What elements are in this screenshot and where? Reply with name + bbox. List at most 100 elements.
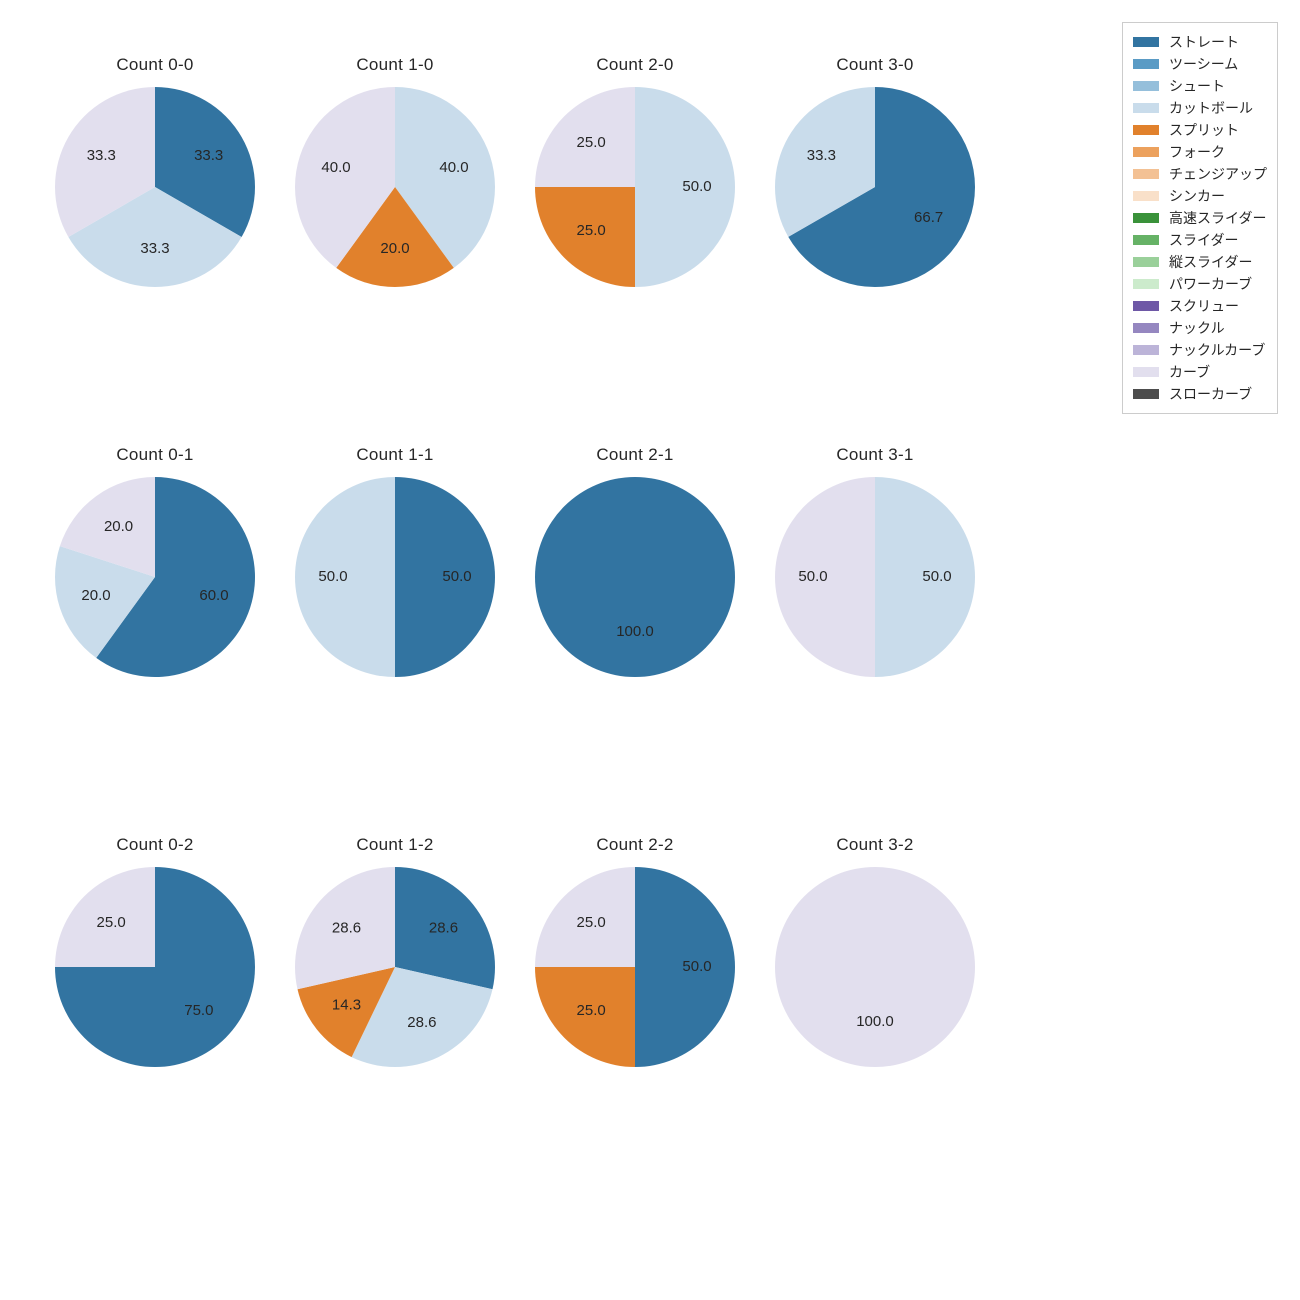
legend-label: 縦スライダー — [1169, 252, 1252, 272]
legend-swatch — [1133, 389, 1159, 399]
legend-item: シンカー — [1133, 185, 1267, 207]
legend-swatch — [1133, 323, 1159, 333]
legend-label: パワーカーブ — [1169, 274, 1252, 294]
legend-item: フォーク — [1133, 141, 1267, 163]
pie-chart: 33.3 33.3 33.3 — [55, 87, 255, 287]
legend-swatch — [1133, 235, 1159, 245]
legend-item: カットボール — [1133, 97, 1267, 119]
legend-label: シンカー — [1169, 186, 1225, 206]
legend-swatch — [1133, 81, 1159, 91]
panel-title: Count 1-0 — [275, 55, 515, 75]
panel-title: Count 1-2 — [275, 835, 515, 855]
legend-item: パワーカーブ — [1133, 273, 1267, 295]
pie-slice-label: 50.0 — [922, 568, 951, 585]
legend: ストレート ツーシーム シュート カットボール スプリット フォーク チェンジア… — [1122, 22, 1278, 414]
pie-slice-label: 40.0 — [439, 159, 468, 176]
legend-item: スプリット — [1133, 119, 1267, 141]
pie-slice-label: 100.0 — [856, 1013, 894, 1030]
pie-slice-label: 28.6 — [407, 1014, 436, 1031]
pie-panel: Count 1-2 28.6 28.6 14.3 28.6 — [275, 835, 515, 1067]
panel-title: Count 0-0 — [35, 55, 275, 75]
legend-label: ストレート — [1169, 32, 1239, 52]
panel-title: Count 2-2 — [515, 835, 755, 855]
legend-item: 高速スライダー — [1133, 207, 1267, 229]
pie-slice-label: 33.3 — [87, 147, 116, 164]
pie-slice-label: 50.0 — [442, 568, 471, 585]
pie-panel: Count 2-0 50.0 25.0 25.0 — [515, 55, 755, 287]
legend-label: シュート — [1169, 76, 1225, 96]
pie-chart: 75.025.0 — [55, 867, 255, 1067]
pie-slice-label: 25.0 — [577, 134, 606, 151]
legend-swatch — [1133, 345, 1159, 355]
pie-chart: 66.733.3 — [775, 87, 975, 287]
pie-chart: 50.025.025.0 — [535, 867, 735, 1067]
pie-slice-label: 28.6 — [332, 919, 361, 936]
pie-slice-label: 60.0 — [199, 587, 228, 604]
panel-title: Count 0-1 — [35, 445, 275, 465]
legend-swatch — [1133, 125, 1159, 135]
pie-chart: 50.0 25.0 25.0 — [535, 87, 735, 287]
pie-chart: 50.0 50.0 — [775, 477, 975, 677]
pie-slice-label: 33.3 — [807, 147, 836, 164]
pie-slice — [775, 867, 975, 1067]
pie-slice-label: 25.0 — [97, 914, 126, 931]
legend-label: スローカーブ — [1169, 384, 1252, 404]
legend-item: シュート — [1133, 75, 1267, 97]
pie-panel: Count 3-1 50.050.0 — [755, 445, 995, 677]
legend-swatch — [1133, 367, 1159, 377]
legend-item: スクリュー — [1133, 295, 1267, 317]
pie-slice-label: 100.0 — [616, 623, 654, 640]
legend-label: カーブ — [1169, 362, 1210, 382]
legend-swatch — [1133, 147, 1159, 157]
pie-slice-label: 50.0 — [798, 568, 827, 585]
legend-item: ツーシーム — [1133, 53, 1267, 75]
pie-panel: Count 0-0 33.3 33.3 33.3 — [35, 55, 275, 287]
legend-item: ナックル — [1133, 317, 1267, 339]
pie-slice-label: 25.0 — [577, 914, 606, 931]
pie-chart: 100.0 — [775, 867, 975, 1067]
panel-title: Count 3-0 — [755, 55, 995, 75]
pie-slice-label: 33.3 — [194, 147, 223, 164]
panel-title: Count 2-1 — [515, 445, 755, 465]
chart-stage: Count 0-0 33.333.333.3 Count 1-0 40.020.… — [0, 0, 1300, 1300]
legend-item: ナックルカーブ — [1133, 339, 1267, 361]
pie-slice-label: 20.0 — [104, 518, 133, 535]
pie-panel: Count 3-0 66.733.3 — [755, 55, 995, 287]
panel-title: Count 0-2 — [35, 835, 275, 855]
pie-chart: 28.6 28.6 14.3 28.6 — [295, 867, 495, 1067]
legend-swatch — [1133, 59, 1159, 69]
pie-slice-label: 40.0 — [321, 159, 350, 176]
pie-chart: 40.020.040.0 — [295, 87, 495, 287]
pie-panel: Count 2-2 50.025.025.0 — [515, 835, 755, 1067]
legend-label: スクリュー — [1169, 296, 1239, 316]
legend-item: ストレート — [1133, 31, 1267, 53]
pie-slice — [535, 477, 735, 677]
pie-panel: Count 3-2 100.0 — [755, 835, 995, 1067]
pie-chart: 50.0 50.0 — [295, 477, 495, 677]
legend-label: ナックル — [1169, 318, 1225, 338]
pie-slice-label: 20.0 — [81, 587, 110, 604]
pie-panel: Count 0-1 60.0 20.0 20.0 — [35, 445, 275, 677]
panel-title: Count 1-1 — [275, 445, 515, 465]
panel-title: Count 3-2 — [755, 835, 995, 855]
pie-chart: 60.0 20.0 20.0 — [55, 477, 255, 677]
pie-slice-label: 50.0 — [682, 958, 711, 975]
legend-swatch — [1133, 301, 1159, 311]
legend-swatch — [1133, 191, 1159, 201]
legend-label: スプリット — [1169, 120, 1239, 140]
legend-item: 縦スライダー — [1133, 251, 1267, 273]
pie-slice-label: 25.0 — [577, 222, 606, 239]
pie-panel: Count 1-1 50.0 50.0 — [275, 445, 515, 677]
legend-swatch — [1133, 103, 1159, 113]
legend-label: ナックルカーブ — [1169, 340, 1265, 360]
pie-slice-label: 28.6 — [429, 919, 458, 936]
pie-slice-label: 50.0 — [682, 178, 711, 195]
pie-chart: 100.0 — [535, 477, 735, 677]
pie-slice-label: 50.0 — [318, 568, 347, 585]
pie-slice-label: 33.3 — [140, 240, 169, 257]
legend-label: チェンジアップ — [1169, 164, 1267, 184]
legend-swatch — [1133, 169, 1159, 179]
pie-slice-label: 14.3 — [332, 997, 361, 1014]
panel-title: Count 2-0 — [515, 55, 755, 75]
legend-swatch — [1133, 37, 1159, 47]
